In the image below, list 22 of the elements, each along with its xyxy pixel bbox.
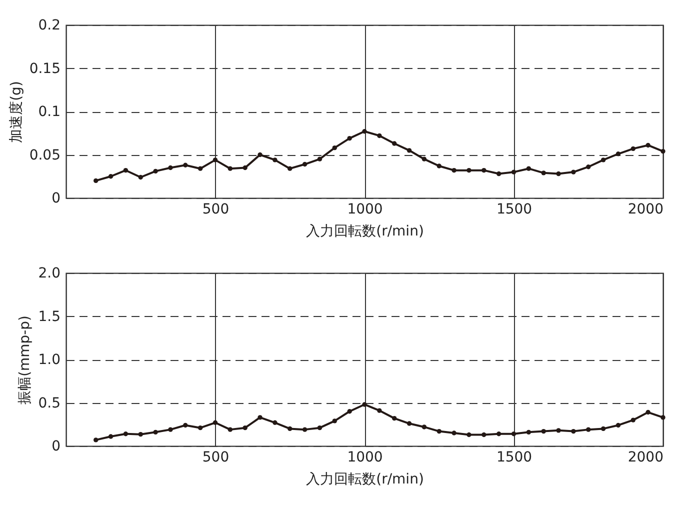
x-axis-title: 入力回転数(r/min) xyxy=(306,224,424,240)
y-tick-label: 2.0 xyxy=(38,266,60,282)
x-tick-label: 1500 xyxy=(496,202,532,218)
x-tick-label: 500 xyxy=(202,202,230,218)
x-tick-label: 1000 xyxy=(347,450,383,466)
y-tick-label: 0.05 xyxy=(29,147,60,164)
x-tick-label: 1000 xyxy=(347,202,383,218)
x-tick-label: 500 xyxy=(202,450,230,466)
x-tick-label: 2000 xyxy=(628,202,664,218)
y-tick-label: 0.15 xyxy=(29,60,60,77)
x-tick-label: 1500 xyxy=(496,450,532,466)
y-tick-label: 0.2 xyxy=(38,18,60,34)
y-axis-title: 振幅(mmp-p) xyxy=(17,315,34,405)
x-tick-label: 2000 xyxy=(628,450,664,466)
y-tick-label: 0.1 xyxy=(38,104,60,120)
y-tick-label: 1.5 xyxy=(38,308,60,325)
y-axis-title: 加速度(g) xyxy=(8,81,24,143)
y-tick-label: 1.0 xyxy=(38,352,60,368)
y-tick-label: 0.5 xyxy=(38,395,60,412)
y-tick-label: 0 xyxy=(52,438,60,454)
x-axis-title: 入力回転数(r/min) xyxy=(306,472,424,488)
y-tick-label: 0 xyxy=(52,190,60,206)
